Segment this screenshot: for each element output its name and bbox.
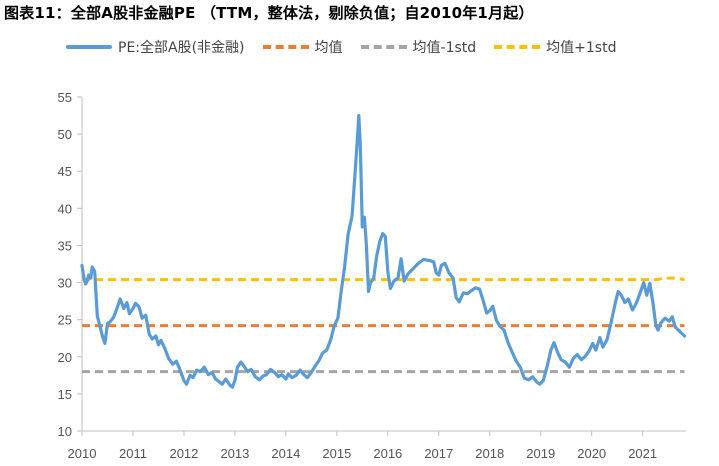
pe-series-line xyxy=(80,114,687,389)
x-tick-label: 2017 xyxy=(424,446,453,461)
legend-label-mean-plus-std: 均值+1std xyxy=(546,40,617,56)
chart-legend: PE:全部A股(非金融) 均值 均值-1std 均值+1std xyxy=(66,36,634,58)
x-tick-label: 2014 xyxy=(271,446,300,461)
chart-series xyxy=(80,114,687,389)
legend-item-mean-plus-std: 均值+1std xyxy=(494,37,616,57)
x-tick-label: 2011 xyxy=(119,446,147,461)
legend-swatch-pe xyxy=(66,45,112,49)
y-tick-label: 30 xyxy=(58,276,72,291)
legend-label-mean-minus-std: 均值-1std xyxy=(412,40,477,56)
x-tick-label: 2010 xyxy=(68,446,97,461)
y-tick-label: 10 xyxy=(58,424,72,439)
y-tick-label: 35 xyxy=(58,238,72,253)
y-tick-label: 20 xyxy=(58,350,72,365)
legend-label-pe: PE:全部A股(非金融) xyxy=(118,40,245,56)
y-tick-label: 40 xyxy=(58,201,72,216)
chart-title: 图表11：全部A股非金融PE （TTM，整体法，剔除负值；自2010年1月起） xyxy=(4,4,534,22)
x-tick-label: 2016 xyxy=(373,446,402,461)
x-tick-label: 2018 xyxy=(475,446,504,461)
x-tick-label: 2021 xyxy=(628,446,657,461)
legend-item-mean-minus-std: 均值-1std xyxy=(360,37,477,57)
y-tick-label: 55 xyxy=(58,90,72,105)
chart-axes: 10 15 20 25 30 35 40 45 50 55 2010 2011 2012 2013 2014… xyxy=(58,90,686,461)
y-tick-label: 50 xyxy=(58,127,72,142)
x-tick-label: 2015 xyxy=(322,446,351,461)
x-tick-label: 2012 xyxy=(169,446,198,461)
y-tick-label: 15 xyxy=(58,387,72,402)
legend-swatch-mean xyxy=(262,45,309,49)
legend-item-mean: 均值 xyxy=(262,37,343,57)
x-tick-label: 2020 xyxy=(577,446,606,461)
y-tick-label: 45 xyxy=(58,164,72,179)
x-tick-label: 2013 xyxy=(220,446,249,461)
legend-label-mean: 均值 xyxy=(314,40,343,56)
legend-swatch-mean-minus-std xyxy=(360,45,407,49)
x-tick-label: 2019 xyxy=(526,446,555,461)
mean-plus-std-line xyxy=(82,276,685,282)
legend-swatch-mean-plus-std xyxy=(494,45,541,49)
legend-item-pe: PE:全部A股(非金融) xyxy=(66,37,245,57)
y-tick-label: 25 xyxy=(58,313,72,328)
